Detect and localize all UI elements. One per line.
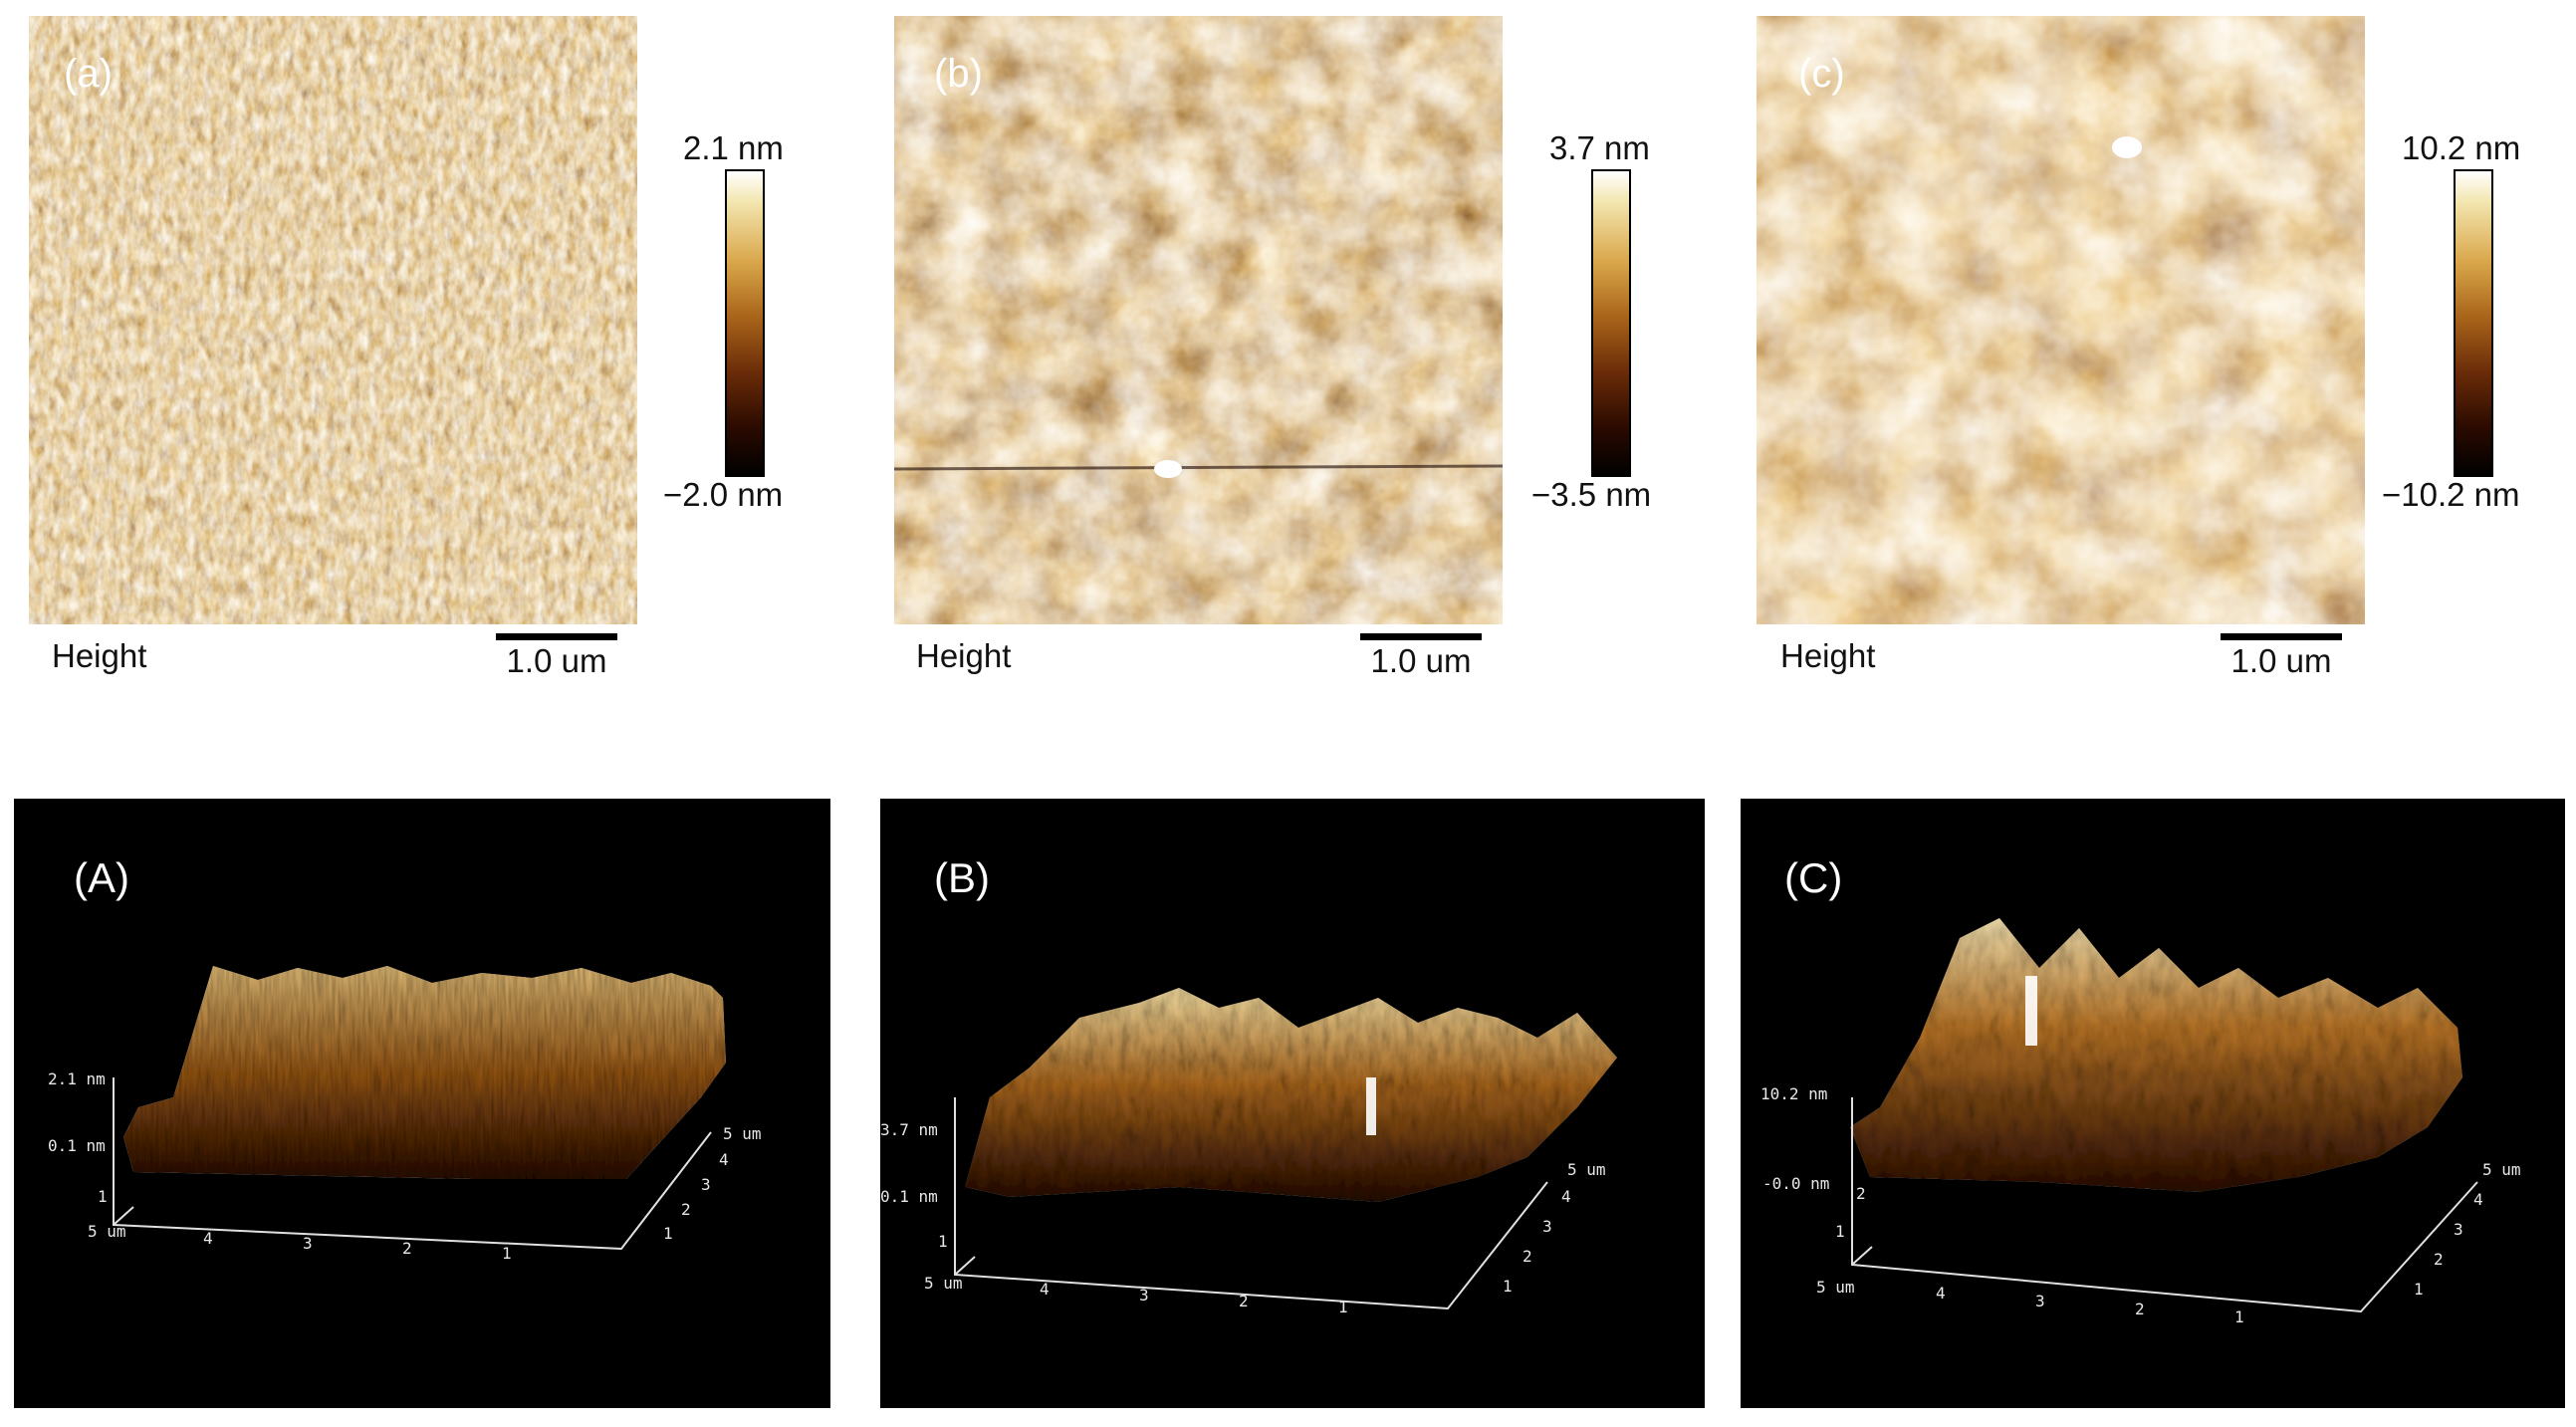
x-tick-A-3: 2	[402, 1239, 412, 1258]
colorbar-min-a: −2.0 nm	[663, 476, 784, 513]
colorbar-min-c: −10.2 nm	[2382, 476, 2520, 513]
afm-height-image-a	[29, 16, 637, 624]
scale-bar-a	[496, 633, 617, 640]
z-axis-top-C: 10.2 nm	[1760, 1084, 1827, 1103]
colorbar-max-a: 2.1 nm	[683, 129, 784, 166]
colorbar-b	[1591, 169, 1631, 477]
scale-bar-b	[1360, 633, 1482, 640]
x-tick-C-3: 2	[2135, 1300, 2145, 1318]
y-tick-C-1: 1	[2414, 1280, 2424, 1299]
x-tick-C-4: 1	[2234, 1308, 2244, 1326]
colorbar-max-b: 3.7 nm	[1549, 129, 1650, 166]
x-tick-B-4: 1	[1338, 1298, 1348, 1316]
x-tick-B-3: 2	[1239, 1292, 1249, 1310]
x-tick-A-1: 4	[203, 1229, 213, 1248]
z-axis-top-A: 2.1 nm	[48, 1070, 106, 1088]
z-axis-mid-A: 0.1 nm	[48, 1136, 106, 1155]
colorbar-max-c: 10.2 nm	[2402, 129, 2521, 166]
colorbar-a	[725, 169, 765, 477]
y-tick-C-2: 2	[2434, 1250, 2444, 1269]
afm-3d-view-B: 3.7 nm 0.1 nm 1 5 um 4 3 2 1 1 2 3 4 5 u…	[880, 799, 1705, 1408]
channel-label-b: Height	[916, 637, 1012, 674]
channel-label-c: Height	[1780, 637, 1876, 674]
channel-label-a: Height	[52, 637, 147, 674]
panel-label-b: (b)	[934, 52, 983, 96]
x-tick-C-2: 3	[2035, 1292, 2045, 1310]
panel-label-c: (c)	[1798, 52, 1845, 96]
afm-height-image-c	[1756, 16, 2365, 624]
x-tick-B-1: 4	[1040, 1280, 1050, 1299]
y-tick-B-1: 1	[1503, 1277, 1513, 1296]
scale-bar-c	[2221, 633, 2342, 640]
z-axis-top-B: 3.7 nm	[880, 1120, 938, 1139]
y-tick-C-4: 4	[2473, 1190, 2483, 1209]
afm-3d-view-A: 2.1 nm 0.1 nm 1 5 um 4 3 2 1 1 2 3 4 5 u…	[14, 799, 830, 1408]
z-axis-low-A: 1	[98, 1187, 108, 1206]
y-tick-B-4: 4	[1561, 1187, 1571, 1206]
y-end-B: 5 um	[1567, 1160, 1606, 1179]
x-tick-A-2: 3	[303, 1234, 313, 1253]
x-tick-C-1: 4	[1936, 1284, 1946, 1303]
afm-3d-view-C: 10.2 nm -0.0 nm 2 1 5 um 4 3 2 1 1 2 3 4…	[1741, 799, 2565, 1408]
scale-bar-label-b: 1.0 um	[1370, 642, 1472, 679]
colorbar-c	[2454, 169, 2493, 477]
x-tick-A-4: 1	[502, 1244, 512, 1263]
scale-bar-label-a: 1.0 um	[506, 642, 607, 679]
y-tick-B-2: 2	[1522, 1247, 1532, 1266]
z-axis-mid-C: -0.0 nm	[1762, 1174, 1829, 1193]
z-axis-low-B: 1	[938, 1232, 948, 1251]
panel-label-C: (C)	[1784, 854, 1843, 901]
z-axis-mid-B: 0.1 nm	[880, 1187, 938, 1206]
y-end-A: 5 um	[723, 1124, 762, 1143]
corner-label-A: 5 um	[88, 1222, 126, 1241]
z-axis-low-C: 1	[1835, 1222, 1845, 1241]
y-tick-A-4: 4	[719, 1150, 729, 1169]
corner-label-C: 5 um	[1816, 1278, 1855, 1297]
panel-label-B: (B)	[934, 854, 990, 901]
y-tick-A-3: 3	[701, 1175, 711, 1194]
y-tick-B-3: 3	[1542, 1217, 1552, 1236]
afm-height-image-b	[894, 16, 1503, 624]
panel-label-a: (a)	[64, 52, 113, 96]
x-tick-B-2: 3	[1139, 1286, 1149, 1305]
y-tick-A-1: 1	[663, 1224, 673, 1243]
scale-bar-label-c: 1.0 um	[2230, 642, 2332, 679]
y-tick-A-2: 2	[681, 1200, 691, 1219]
colorbar-min-b: −3.5 nm	[1531, 476, 1652, 513]
z-axis-low2-C: 2	[1856, 1184, 1866, 1203]
corner-label-B: 5 um	[924, 1274, 963, 1293]
y-tick-C-3: 3	[2454, 1220, 2463, 1239]
panel-label-A: (A)	[74, 854, 129, 901]
y-end-C: 5 um	[2482, 1160, 2521, 1179]
